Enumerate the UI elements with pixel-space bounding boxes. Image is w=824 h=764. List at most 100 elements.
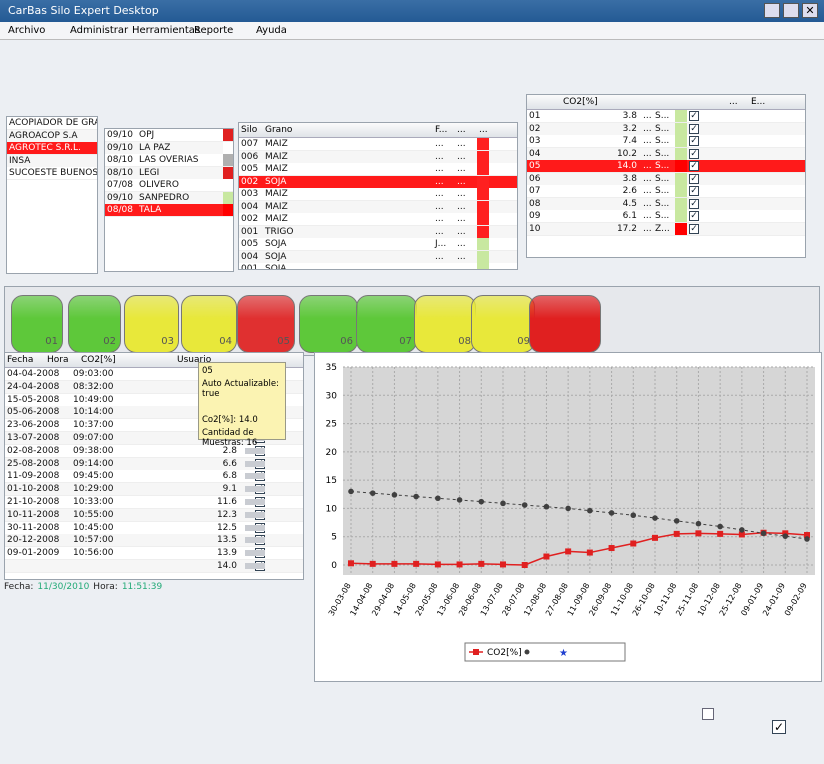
table-cell: [71, 560, 141, 572]
row-checkbox[interactable]: ✓: [689, 173, 699, 184]
table-cell: 07: [529, 186, 541, 196]
close-button[interactable]: ✕: [802, 3, 818, 18]
table-row[interactable]: 09 6.1... S... ✓: [527, 210, 805, 223]
table-row[interactable]: 005 MAIZ......: [239, 163, 517, 176]
table-row[interactable]: 07/08 OLIVERO: [105, 179, 233, 192]
row-checkbox[interactable]: ✓: [689, 211, 699, 221]
menu-item[interactable]: Administrar: [70, 25, 129, 36]
table-row[interactable]: 08/08 TALA: [105, 204, 233, 217]
table-row[interactable]: 03 7.4... S... ✓: [527, 135, 805, 148]
row-checkbox[interactable]: ✓: [689, 136, 699, 146]
table-row[interactable]: 06 3.8... S... ✓: [527, 172, 805, 186]
status-color: [675, 110, 687, 122]
status-color: [223, 166, 233, 179]
status-color: [223, 179, 233, 191]
point: [478, 560, 485, 567]
table-row[interactable]: 09/10 OPJ: [105, 129, 233, 142]
silo-button[interactable]: 08: [413, 295, 476, 353]
table-row[interactable]: 10 17.2... Z... ✓: [527, 222, 805, 236]
table-cell: 004: [241, 201, 259, 212]
silo-button[interactable]: 09: [471, 295, 535, 353]
table-row[interactable]: 07 2.6... S... ✓: [527, 185, 805, 198]
silo-button[interactable]: 01: [11, 295, 63, 353]
table-row[interactable]: 001 SOJA......: [239, 263, 517, 269]
silo-button[interactable]: 02: [67, 295, 121, 353]
table-row[interactable]: 08/10 LEGI: [105, 166, 233, 180]
table-row[interactable]: 004 SOJA......: [239, 250, 517, 264]
table-cell: 10:49:00: [73, 394, 114, 405]
table-row[interactable]: 08 4.5... S... ✓: [527, 197, 805, 211]
row-checkbox[interactable]: ✓: [689, 198, 699, 209]
status-color: [477, 163, 489, 175]
table-cell: OLIVERO: [139, 180, 179, 190]
menu-item[interactable]: Herramientas: [132, 25, 201, 36]
table-row[interactable]: AGROACOP S.A: [7, 129, 97, 143]
row-checkbox[interactable]: ✓: [689, 186, 699, 196]
silo-button[interactable]: [528, 295, 601, 353]
table-row[interactable]: 005 SOJA J......: [239, 238, 517, 251]
table-row[interactable]: 05 14.0... S... ✓: [527, 160, 805, 173]
table-row[interactable]: INSA: [7, 154, 97, 168]
minimize-button[interactable]: [764, 3, 780, 18]
y-tick-label: 25: [326, 420, 337, 430]
table-row[interactable]: 14.0✓: [5, 560, 303, 573]
table-row[interactable]: AGROTEC S.R.L.: [7, 142, 97, 155]
table-cell: 04-04-2008: [7, 369, 60, 379]
table-cell: 09:07:00: [73, 433, 114, 443]
table-cell: S...: [655, 111, 670, 121]
table-row[interactable]: 002 MAIZ......: [239, 213, 517, 226]
table-row[interactable]: 02 3.2... S... ✓: [527, 122, 805, 136]
table-row[interactable]: 006 MAIZ......: [239, 150, 517, 164]
table-cell: 01-10-2008: [7, 484, 60, 495]
status-footer: Fecha: 11/30/2010 Hora: 11:51:39: [4, 582, 166, 592]
table-cell: ...: [643, 198, 652, 209]
menu-item[interactable]: Archivo: [8, 25, 46, 36]
table-row[interactable]: 002 SOJA......: [239, 175, 517, 189]
maximize-button[interactable]: [783, 3, 799, 18]
status-color: [675, 222, 687, 235]
silo-button[interactable]: 04: [180, 295, 237, 353]
table-row[interactable]: 09/10 SANPEDRO: [105, 191, 233, 205]
row-checkbox[interactable]: ✓: [689, 148, 699, 159]
menu-item[interactable]: Ayuda: [256, 25, 287, 36]
footer-text: 11:51:39: [121, 582, 163, 592]
table-cell: ...: [435, 139, 444, 149]
table-row[interactable]: 007 MAIZ......: [239, 138, 517, 151]
silo-button[interactable]: 03: [124, 295, 179, 353]
table-row[interactable]: 001 TRIGO......: [239, 225, 517, 239]
point: [478, 498, 485, 505]
table-cell: ...: [457, 164, 466, 174]
table-row[interactable]: 003 MAIZ......: [239, 188, 517, 201]
silo-button[interactable]: 05: [237, 295, 295, 353]
row-checkbox[interactable]: ✓: [689, 223, 699, 234]
table-row[interactable]: 01 3.8... S... ✓: [527, 110, 805, 123]
point: [435, 495, 441, 502]
row-checkbox[interactable]: ✓: [689, 111, 699, 121]
table-cell: 7.4: [622, 136, 637, 146]
row-checkbox[interactable]: ✓: [689, 161, 699, 171]
table-cell: 13-07-2008: [7, 433, 60, 443]
row-checkbox[interactable]: ✓: [689, 123, 699, 134]
table-row[interactable]: ACOPIADOR DE GRANOS S.A: [7, 117, 97, 130]
menu-item[interactable]: Reporte: [194, 25, 234, 36]
checkbox[interactable]: [702, 708, 714, 720]
table-row[interactable]: 09/10 LA PAZ: [105, 141, 233, 155]
table-row[interactable]: SUCOESTE BUENOS AIRES: [7, 167, 97, 180]
table-row[interactable]: 004 MAIZ......: [239, 200, 517, 214]
silo-button[interactable]: 07: [356, 295, 417, 353]
table-cell: 07/08: [107, 180, 133, 190]
table-row[interactable]: 08/10 LAS OVERIAS: [105, 154, 233, 167]
checkbox-checked[interactable]: ✓: [772, 720, 786, 734]
table-row[interactable]: 04 10.2... S... ✓: [527, 147, 805, 161]
table-cell: 20-12-2008: [7, 535, 60, 546]
silo-button[interactable]: 06: [298, 295, 358, 353]
